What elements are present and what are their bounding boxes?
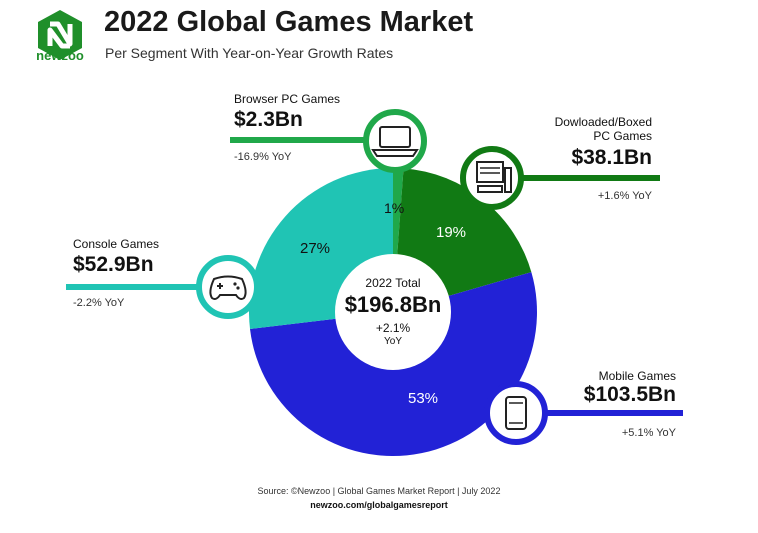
slice-label-mobile: 53%: [408, 390, 439, 407]
mobile-value: $103.5Bn: [583, 383, 676, 406]
console-name: Console Games: [73, 237, 160, 251]
browser-name: Browser PC Games: [234, 92, 341, 106]
console-yoy: -2.2% YoY: [73, 297, 125, 309]
donut-center: [335, 254, 451, 370]
slice-label-console: 27%: [300, 240, 331, 257]
browser-value: $2.3Bn: [234, 108, 303, 131]
center-total-value: $196.8Bn: [344, 292, 442, 317]
page-subtitle: Per Segment With Year-on-Year Growth Rat…: [105, 45, 394, 61]
laptop-icon: [363, 109, 427, 173]
console-value: $52.9Bn: [73, 253, 154, 276]
slice-label-downloaded: 19%: [436, 224, 467, 241]
gamepad-icon: [196, 255, 260, 319]
newzoo-logo: [38, 10, 82, 60]
page-title: 2022 Global Games Market: [104, 6, 474, 38]
desktop-computer-icon: [460, 146, 524, 210]
downloaded-value: $38.1Bn: [571, 146, 652, 169]
center-growth: +2.1%: [375, 321, 411, 335]
brand-name: newzoo: [36, 48, 84, 63]
source-note: Source: ©Newzoo | Global Games Market Re…: [257, 486, 501, 496]
smartphone-icon: [484, 381, 548, 445]
mobile-yoy: +5.1% YoY: [621, 427, 676, 439]
center-total-label: 2022 Total: [365, 276, 421, 290]
mobile-name: Mobile Games: [598, 369, 676, 383]
report-url: newzoo.com/globalgamesreport: [310, 500, 448, 510]
center-growth-unit: YoY: [384, 336, 402, 347]
downloaded-name: Dowloaded/Boxed: [554, 115, 652, 129]
slice-label-browser: 1%: [384, 200, 405, 216]
downloaded-yoy: +1.6% YoY: [597, 190, 652, 202]
browser-yoy: -16.9% YoY: [234, 151, 292, 163]
downloaded-name-line2: PC Games: [593, 129, 652, 143]
